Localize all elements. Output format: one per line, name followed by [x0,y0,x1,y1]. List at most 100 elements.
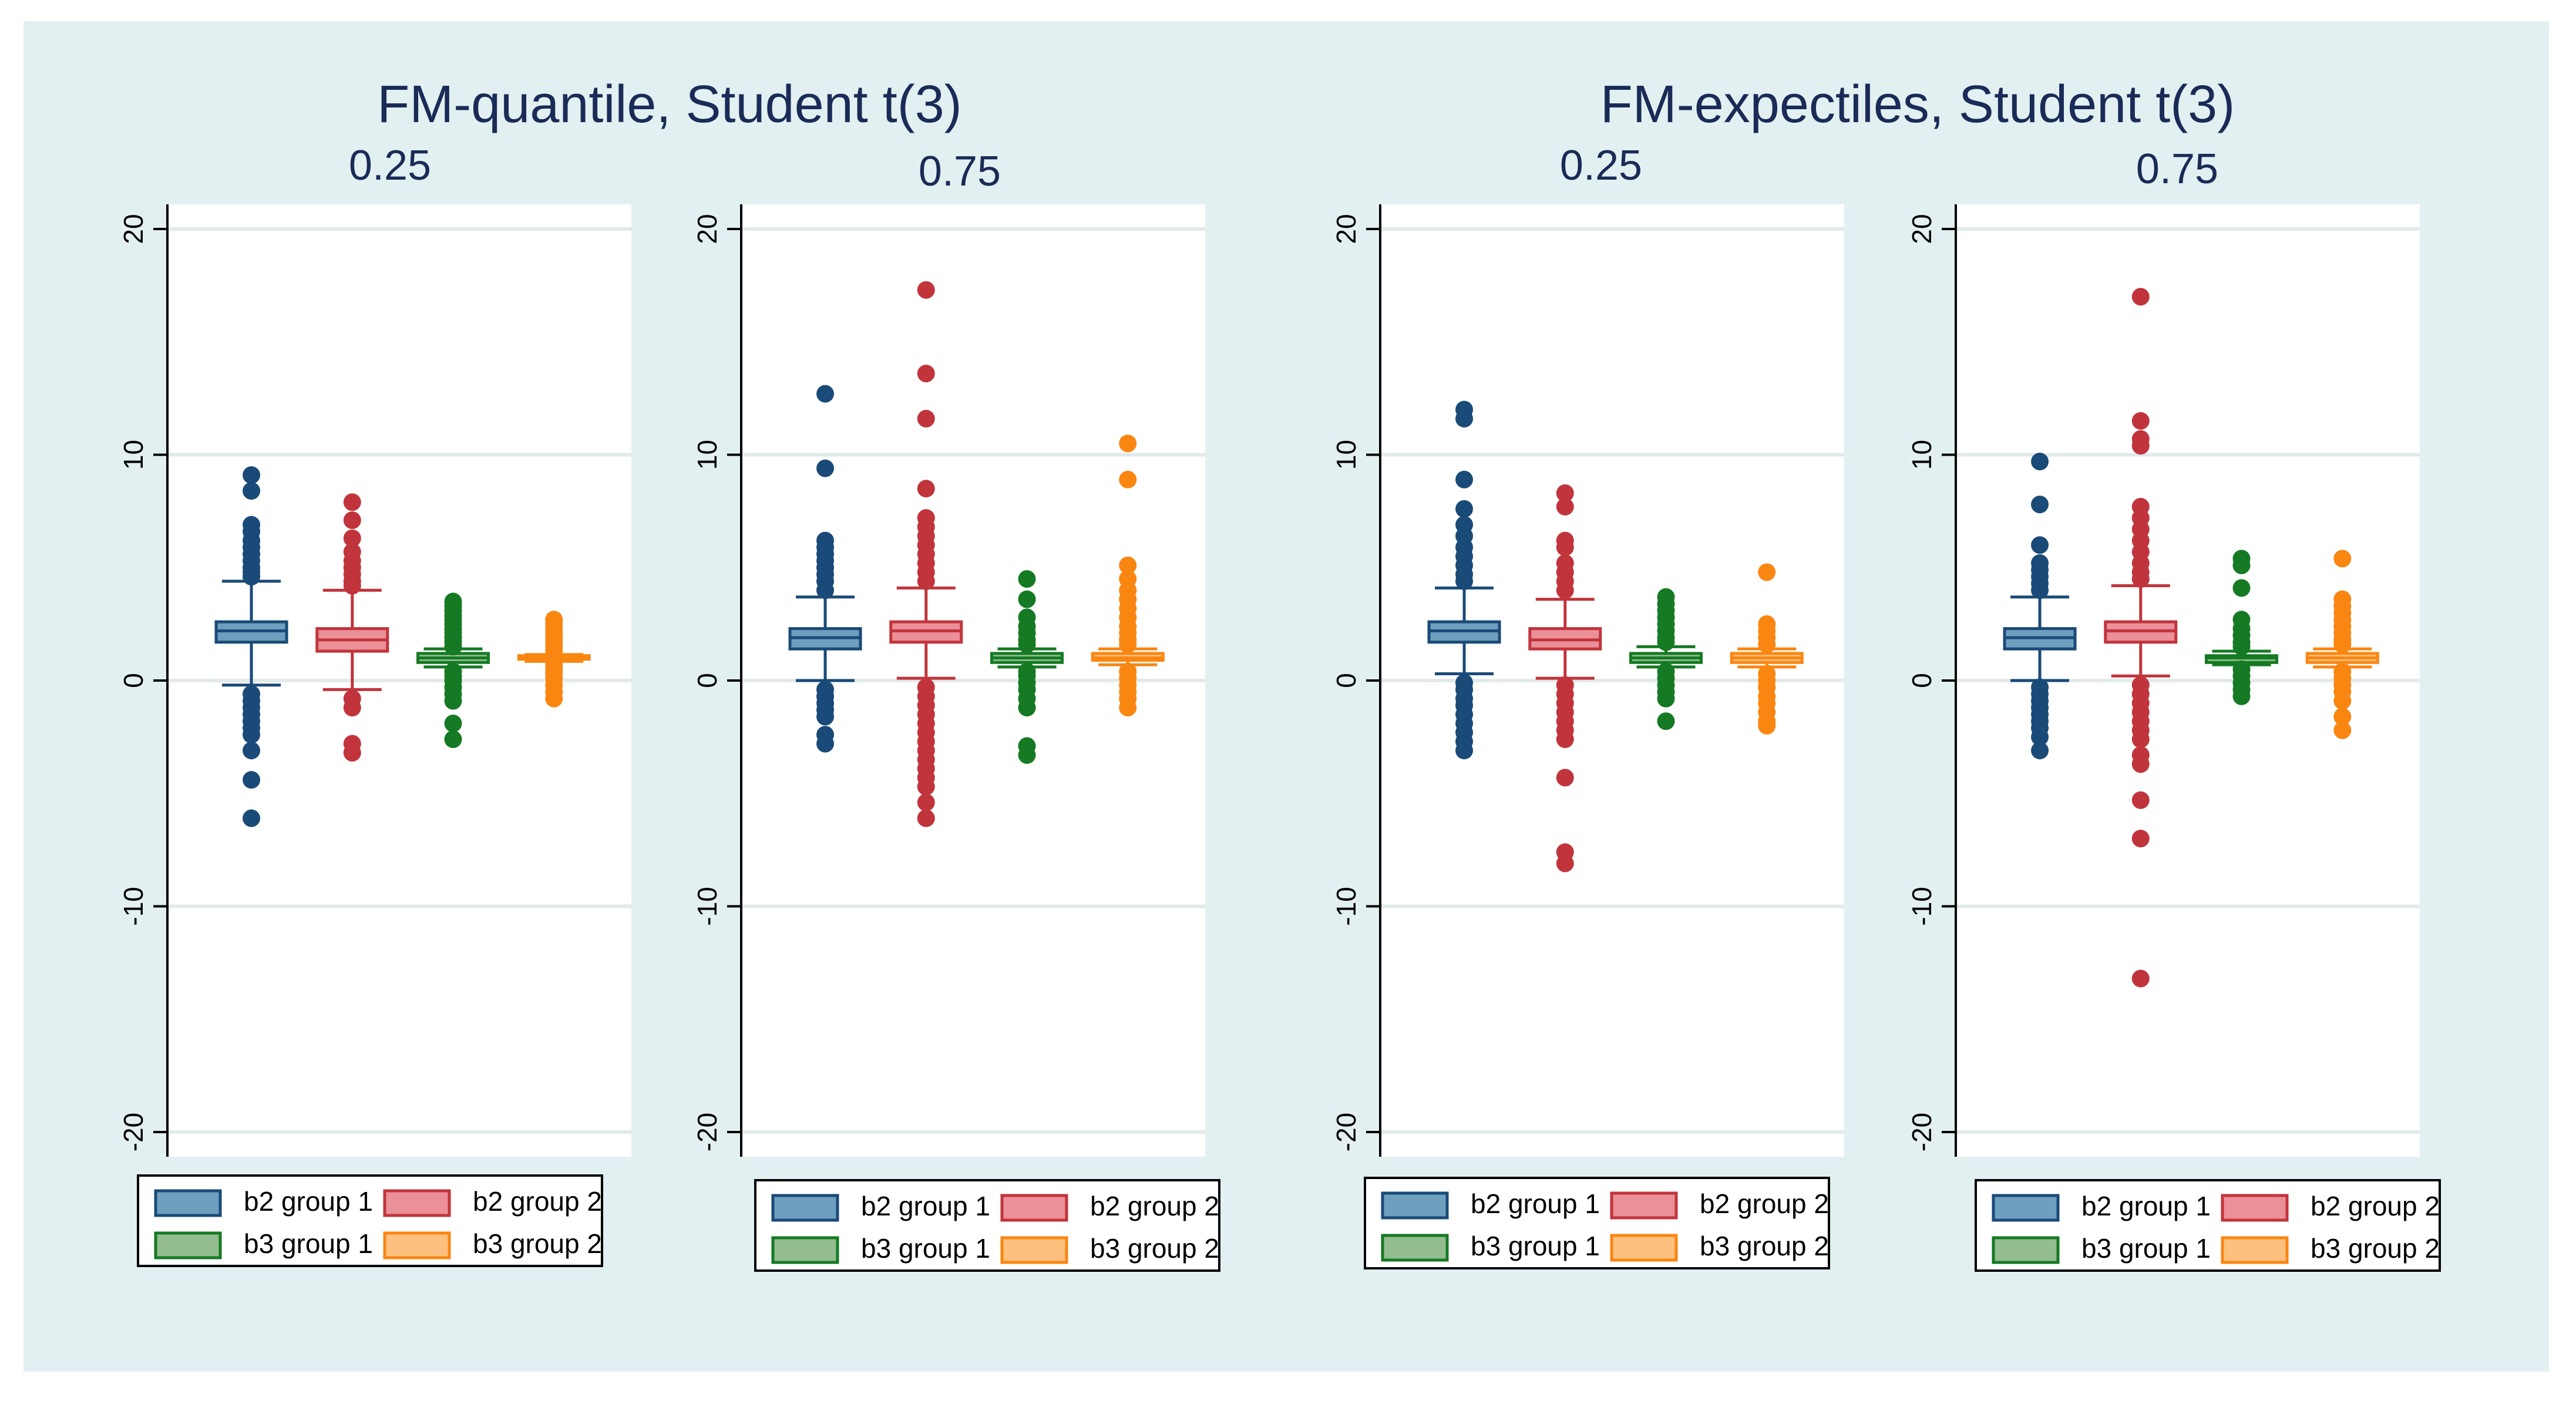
y-tick-label: 20 [1906,214,1937,244]
legend-label: b3 group 2 [1700,1231,1829,1261]
outlier-point [343,493,361,511]
outlier-point [545,689,563,708]
panel-2: 0.75 -20 -10 0 10 20 b2 group 1 b2 group 2 b3 gr… [692,148,1220,1272]
panel-3: 0.25 -20 -10 0 10 20 b2 group 1 b2 group 2 b3 gr… [1331,142,1844,1269]
legend-label: b3 group 1 [1471,1231,1600,1261]
outlier-point [243,466,261,484]
outlier-point [1018,590,1036,608]
y-tick-label: -10 [118,887,149,925]
legend-key [383,1189,451,1217]
legend-key [1381,1234,1449,1262]
outlier-point [2232,556,2251,574]
legend-key [1000,1194,1068,1222]
legend-label: b3 group 2 [1090,1233,1219,1264]
box-b3-group-2 [1730,563,1804,735]
legend-key [1381,1191,1449,1220]
outlier-point [2232,579,2251,597]
outlier-point [343,577,361,595]
box-b2-group-2 [315,493,389,762]
legend-label: b2 group 2 [2311,1191,2440,1221]
legend-label: b2 group 2 [473,1186,602,1217]
box-b2-group-1 [788,385,862,753]
outlier-point [243,568,261,586]
outlier-point [2031,742,2049,760]
outlier-point [2333,708,2352,726]
outlier-point [1119,435,1137,453]
legend-key [2221,1236,2289,1264]
box-b3-group-2 [517,611,591,708]
outlier-point [1455,470,1474,489]
outlier-point [816,385,835,403]
outlier-point [2232,638,2251,656]
y-tick-label: 10 [1906,440,1937,470]
box-b3-group-1 [990,570,1064,764]
y-tick-label: 20 [118,214,149,244]
box-b3-group-1 [1629,588,1703,730]
legend-label: b2 group 2 [1090,1191,1219,1221]
outlier-point [1657,712,1675,730]
legend-key [383,1231,451,1259]
y-tick-label: 0 [118,673,149,688]
box-b2-group-1 [2003,453,2077,760]
outlier-point [2131,791,2150,809]
outlier-point [2031,453,2049,471]
outlier-point [917,281,935,299]
panel-4: 0.75 -20 -10 0 10 20 b2 group 1 b2 group 2 b3 gr… [1906,146,2441,1272]
outlier-point [1455,572,1474,590]
outlier-point [343,699,361,717]
outlier-point [444,715,462,733]
outlier-point [2131,437,2150,455]
outlier-point [917,480,935,498]
outlier-point [816,581,835,600]
outlier-point [1119,470,1137,489]
figure-background: FM-quantile, Student t(3) FM-expectiles,… [23,21,2549,1372]
box-b2-group-1 [1427,400,1501,760]
legend: b2 group 1 b2 group 2 b3 group 1 b3 group 2 [1364,1177,1830,1269]
legend-key [1992,1236,2060,1264]
legend-label: b3 group 1 [2081,1233,2211,1264]
box-b3-group-1 [416,592,490,748]
outlier-point [2131,830,2150,848]
legend-label: b2 group 2 [1700,1188,1829,1219]
outlier-point [2131,288,2150,306]
panel-title: 0.75 [919,148,1001,195]
outlier-point [2232,687,2251,705]
y-tick-label: 10 [118,440,149,470]
outlier-point [243,809,261,827]
y-tick-label: 10 [692,440,722,470]
outlier-point [1556,730,1574,748]
outlier-point [1758,716,1776,735]
outlier-point [1455,500,1474,518]
outlier-point [444,638,462,656]
box-b2-group-1 [214,466,288,827]
outlier-point [1556,538,1574,557]
legend-label: b2 group 1 [1471,1188,1600,1219]
outlier-point [2031,728,2049,746]
y-tick-label: -20 [692,1113,722,1151]
box-b2-group-2 [889,281,963,827]
legend-label: b3 group 2 [473,1228,602,1259]
outlier-point [1556,497,1574,516]
legend-key [1000,1236,1068,1264]
legend-label: b3 group 1 [861,1233,990,1264]
outlier-point [1758,635,1776,654]
legend-label: b3 group 2 [2311,1233,2440,1264]
outlier-point [2031,536,2049,554]
outlier-point [2131,412,2150,430]
outlier-point [917,809,935,827]
y-tick-label: -10 [1906,887,1937,925]
box-b3-group-1 [2205,550,2279,705]
figure-title-quantile: FM-quantile, Student t(3) [377,75,961,134]
outlier-point [1455,742,1474,760]
outlier-point [444,692,462,710]
outlier-point [917,572,935,590]
legend-key [771,1236,839,1264]
outlier-point [444,730,462,748]
outlier-point [2333,635,2352,654]
outlier-point [243,771,261,789]
y-tick-label: -10 [692,887,722,925]
figure-title-expectiles: FM-expectiles, Student t(3) [1600,75,2235,134]
legend-key [154,1231,222,1259]
outlier-point [816,735,835,753]
legend-key [154,1189,222,1217]
